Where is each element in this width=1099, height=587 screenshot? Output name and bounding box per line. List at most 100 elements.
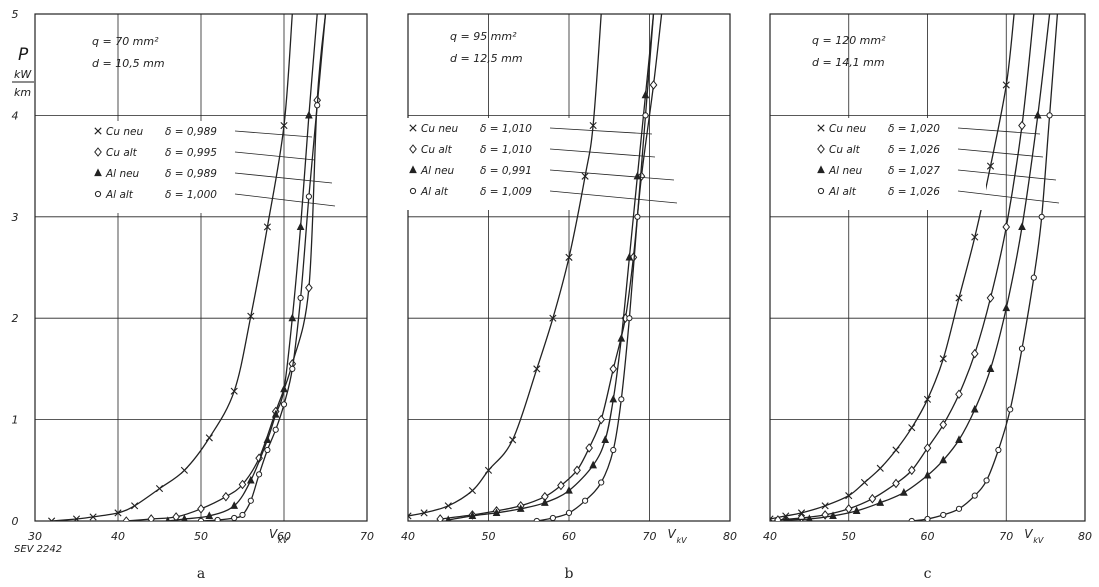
parameter-label: q = 95 mm² xyxy=(450,30,517,43)
data-point-diamond xyxy=(1018,120,1026,131)
data-point-triangle xyxy=(280,384,288,393)
data-point-diamond xyxy=(939,419,948,430)
legend-delta-value: δ = 1,027 xyxy=(888,165,940,177)
x-tick-label: 40 xyxy=(111,530,125,543)
x-tick-label: 60 xyxy=(562,530,576,543)
legend-c: Cu neu δ = 1,020 Cu alt δ = 1,026 Al neu δ = … xyxy=(814,118,1060,210)
data-point-x xyxy=(484,466,493,474)
data-point-x xyxy=(280,121,288,130)
data-point-x xyxy=(860,478,869,487)
x-tick-label: 70 xyxy=(360,530,374,543)
data-point-diamond xyxy=(573,465,581,476)
data-point-circle xyxy=(314,102,321,109)
legend-marker-circle xyxy=(409,187,417,195)
legend-series-name: Al alt xyxy=(828,186,857,198)
data-point-circle xyxy=(642,112,649,119)
x-axis-label: V xyxy=(1024,527,1033,541)
data-point-diamond xyxy=(649,80,658,90)
data-point-diamond xyxy=(597,414,606,425)
legend-leader-line xyxy=(549,148,656,158)
x-tick-label: 60 xyxy=(277,530,291,543)
data-point-diamond xyxy=(637,171,646,182)
legend-delta-value: δ = 0,989 xyxy=(165,126,217,138)
data-point-x xyxy=(468,486,476,495)
parameter-label: q = 120 mm² xyxy=(812,34,886,47)
data-point-x xyxy=(892,446,900,454)
data-point-x xyxy=(876,464,884,472)
legend-series-name: Al alt xyxy=(105,189,134,201)
data-point-circle xyxy=(618,396,625,403)
panel-b: 40 50 60 70 80 V kV q = 95 mm² d = 12,5 mm Cu neu… xyxy=(401,13,737,582)
x-axis-label-unit: kV xyxy=(677,536,688,545)
legend-delta-value: δ = 0,991 xyxy=(480,165,532,177)
legend-a: Cu neu δ = 0,989 Cu alt δ = 0,995 Al neu δ = … xyxy=(91,121,336,213)
data-point-triangle xyxy=(625,252,634,261)
data-point-diamond xyxy=(774,515,782,521)
legend-marker-x xyxy=(409,124,417,132)
legend-delta-value: δ = 1,020 xyxy=(888,123,940,135)
data-point-triangle xyxy=(589,460,597,469)
data-point-x xyxy=(420,509,428,517)
data-point-triangle xyxy=(181,514,188,521)
data-point-diamond xyxy=(923,443,932,453)
data-point-x xyxy=(923,395,932,403)
chart-panels: 30 40 50 60 70 0 1 2 3 4 5 V kV q = 70 mm² d = 10,5 mm… xyxy=(12,8,1093,582)
data-point-x xyxy=(589,121,597,130)
data-point-triangle xyxy=(829,511,837,520)
data-point-diamond xyxy=(986,293,995,303)
y-tick-label: 3 xyxy=(12,211,19,224)
data-point-x xyxy=(444,502,452,510)
legend-delta-value: δ = 1,010 xyxy=(480,144,532,156)
panel-a: 30 40 50 60 70 0 1 2 3 4 5 V kV q = 70 mm² d = 10,5 mm… xyxy=(12,8,375,582)
x-axis-label: V xyxy=(269,527,278,541)
data-point-x xyxy=(797,509,806,517)
data-point-x xyxy=(114,509,122,517)
data-point-circle xyxy=(272,426,279,433)
legend-marker-triangle xyxy=(817,165,825,174)
legend-series-name: Cu neu xyxy=(421,123,458,135)
series-line-x xyxy=(51,13,293,521)
legend-series-name: Cu alt xyxy=(106,147,138,159)
legend-delta-value: δ = 1,000 xyxy=(165,189,217,201)
data-point-x xyxy=(845,492,853,500)
data-point-x xyxy=(247,312,255,320)
legend-marker-x xyxy=(817,124,825,132)
data-point-x xyxy=(72,515,81,521)
data-point-triangle xyxy=(230,501,239,509)
data-point-triangle xyxy=(1002,303,1011,312)
parameter-label: d = 14,1 mm xyxy=(812,56,885,69)
data-point-triangle xyxy=(541,498,549,506)
legend-b: Cu neu δ = 1,010 Cu alt δ = 1,010 Al neu δ = … xyxy=(406,118,678,210)
legend-background xyxy=(406,118,578,210)
data-point-diamond xyxy=(238,479,247,490)
data-point-diamond xyxy=(197,504,205,514)
data-point-triangle xyxy=(296,222,305,231)
data-point-x xyxy=(565,253,573,261)
data-point-diamond xyxy=(172,512,180,521)
legend-delta-value: δ = 1,010 xyxy=(480,123,532,135)
x-axis-label-unit: kV xyxy=(278,536,289,545)
data-point-diamond xyxy=(955,389,963,400)
data-point-triangle xyxy=(876,498,885,506)
data-point-circle xyxy=(280,401,288,408)
data-point-triangle xyxy=(955,435,963,443)
x-tick-label: 30 xyxy=(28,530,42,543)
data-point-circle xyxy=(264,446,271,454)
data-point-circle xyxy=(565,509,573,516)
legend-leader-line xyxy=(957,148,1044,158)
y-axis-unit-denominator: km xyxy=(14,86,31,99)
x-tick-label: 70 xyxy=(999,530,1013,543)
legend-series-name: Al neu xyxy=(105,168,140,180)
legend-series-name: Al alt xyxy=(420,186,449,198)
x-tick-label: 60 xyxy=(921,530,935,543)
data-point-triangle xyxy=(923,470,932,479)
x-tick-label: 40 xyxy=(401,530,415,543)
data-point-circle xyxy=(239,511,246,519)
legend-background xyxy=(814,118,986,210)
legend-leader-line xyxy=(549,190,678,204)
data-point-diamond xyxy=(436,514,445,521)
legend-series-name: Cu alt xyxy=(829,144,861,156)
data-point-x xyxy=(205,434,213,442)
